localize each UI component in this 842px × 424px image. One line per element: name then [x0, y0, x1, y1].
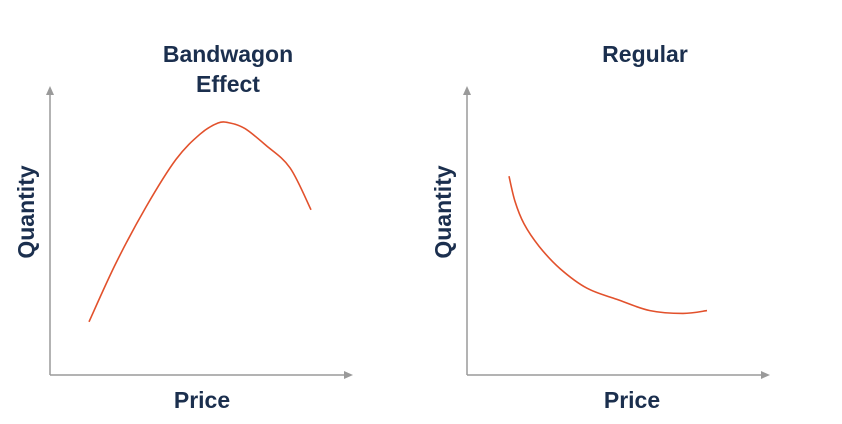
chart-title-line-1: Regular: [602, 41, 688, 67]
y-axis-label: Quantity: [430, 165, 456, 258]
regular-chart: Regular Price Quantity: [430, 41, 770, 413]
x-axis-label: Price: [174, 387, 230, 413]
y-axis-arrow: [46, 86, 54, 95]
bandwagon-chart: Bandwagon Effect Price Quantity: [13, 41, 353, 413]
series-curve: [508, 176, 708, 315]
y-axis-arrow: [463, 86, 471, 95]
y-axis-label: Quantity: [13, 165, 39, 258]
x-axis-label: Price: [604, 387, 660, 413]
series-curve: [88, 121, 312, 323]
x-axis-arrow: [344, 371, 353, 379]
chart-title-line-1: Bandwagon: [163, 41, 293, 67]
x-axis-arrow: [761, 371, 770, 379]
chart-title-line-2: Effect: [196, 71, 260, 97]
